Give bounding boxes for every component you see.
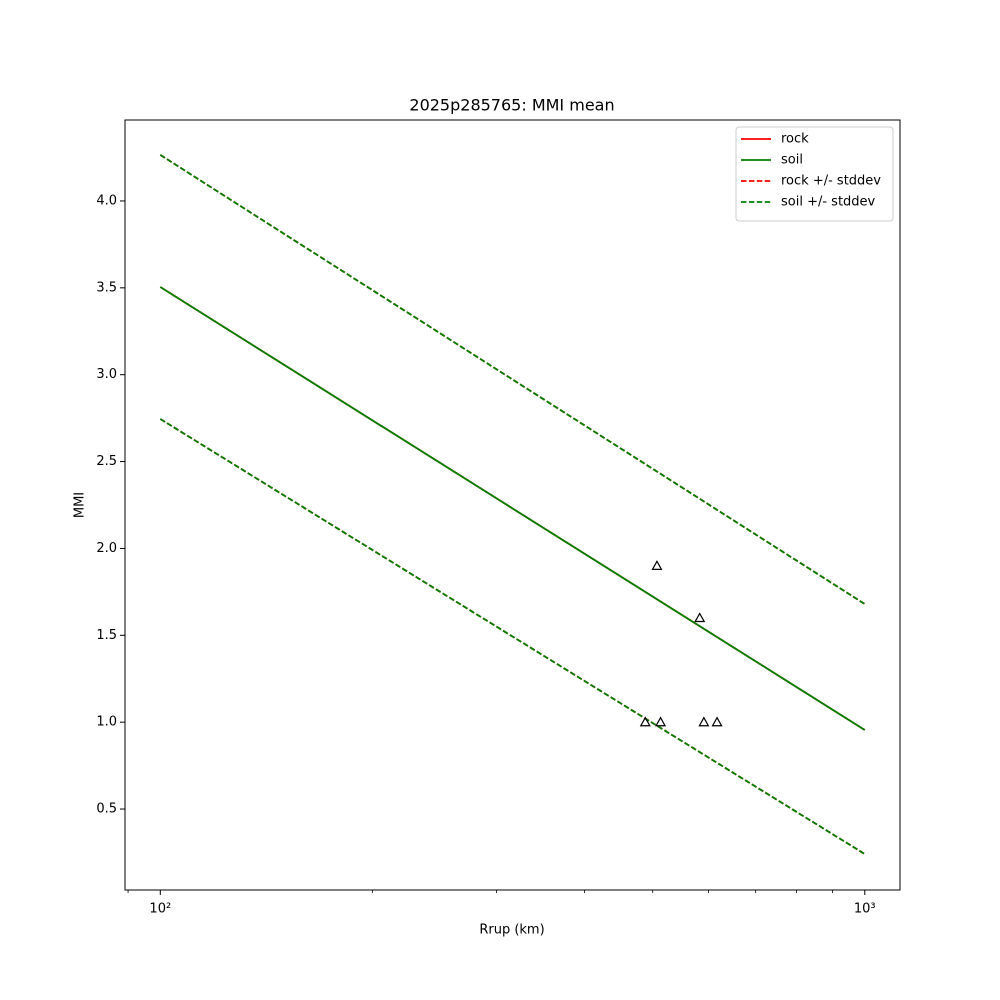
observation-marker [711,716,723,727]
y-tick-label: 2.5 [96,454,117,469]
x-tick-label: 10² [149,902,171,917]
legend-label: rock [781,132,809,147]
y-axis-label: MMI [73,492,88,518]
legend-label: soil +/- stddev [781,195,876,210]
y-tick-label: 0.5 [96,802,117,817]
series-line [159,154,866,605]
y-tick-label: 1.5 [96,628,117,643]
x-axis-label: Rrup (km) [479,923,544,938]
observation-marker [639,716,651,727]
y-tick-label: 3.5 [96,280,117,295]
y-tick-label: 4.0 [96,193,117,208]
series-line [159,418,866,855]
series-line [159,286,866,731]
chart-title: 2025p285765: MMI mean [409,96,614,115]
y-tick-label: 2.0 [96,541,117,556]
legend-label: rock +/- stddev [781,174,881,189]
x-tick-label: 10³ [854,902,876,917]
plot-frame [124,119,901,891]
observation-marker [694,612,706,623]
observation-marker [655,716,667,727]
legend-label: soil [781,153,803,168]
y-tick-label: 1.0 [96,715,117,730]
legend-box [735,126,894,222]
y-tick-label: 3.0 [96,367,117,382]
observation-marker [651,560,663,571]
observation-marker [698,716,710,727]
